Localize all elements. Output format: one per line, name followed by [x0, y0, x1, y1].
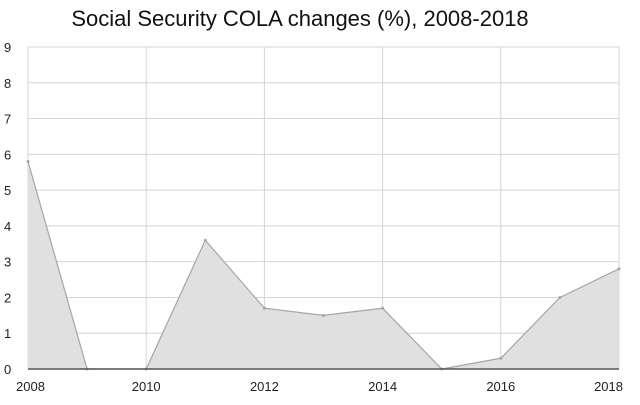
y-tick-label: 9	[4, 40, 11, 55]
y-tick-label: 3	[4, 255, 11, 270]
data-point	[262, 306, 266, 310]
data-point	[322, 313, 325, 317]
y-tick-label: 7	[4, 112, 11, 127]
area-fill	[28, 161, 619, 369]
x-tick-label: 2008	[16, 379, 45, 394]
data-point	[499, 356, 503, 360]
area-series	[26, 159, 621, 371]
data-point	[558, 295, 562, 299]
x-axis: 2008 2010 2012 2014 2016 2018	[16, 368, 623, 394]
y-tick-label: 0	[4, 362, 11, 377]
y-tick-label: 2	[4, 290, 11, 305]
data-point	[617, 267, 621, 271]
data-point	[203, 238, 207, 242]
x-tick-label: 2018	[594, 379, 623, 394]
y-axis: 0 1 2 3 4 5 6 7 8 9	[4, 40, 11, 377]
x-tick-label: 2010	[132, 379, 161, 394]
chart-title: Social Security COLA changes (%), 2008-2…	[71, 6, 529, 31]
y-tick-label: 5	[4, 183, 11, 198]
y-tick-label: 1	[4, 326, 11, 341]
x-tick-label: 2012	[250, 379, 279, 394]
x-tick-label: 2016	[486, 379, 515, 394]
y-tick-label: 6	[4, 147, 11, 162]
y-tick-label: 4	[4, 219, 11, 234]
data-point	[26, 159, 30, 163]
data-point	[381, 306, 385, 310]
y-tick-label: 8	[4, 76, 11, 91]
x-tick-label: 2014	[368, 379, 397, 394]
